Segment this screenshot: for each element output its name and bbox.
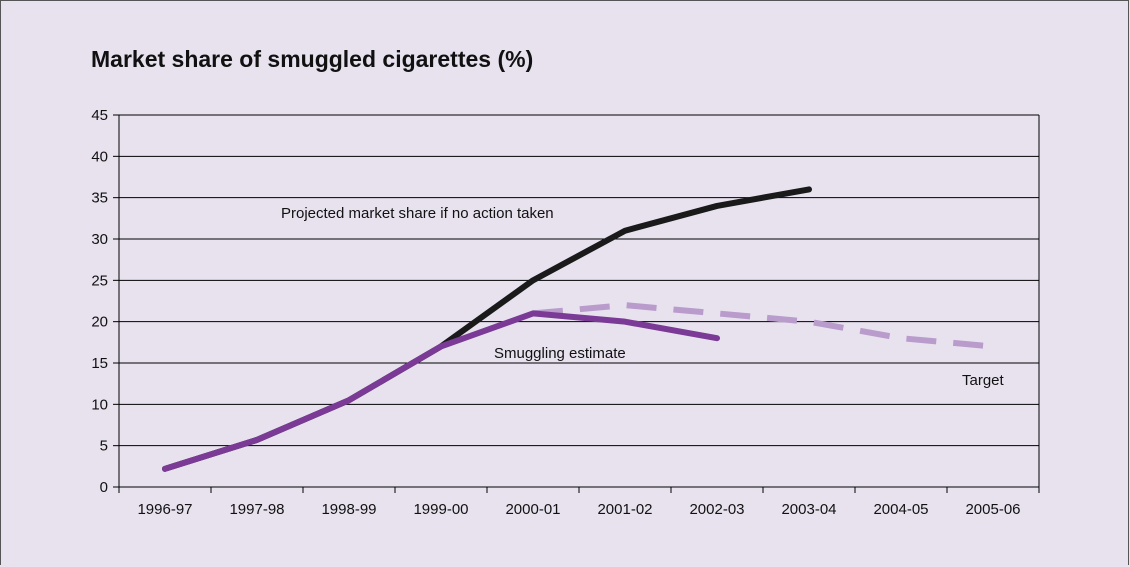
x-tick-label: 2002-03	[689, 501, 744, 518]
series-label-target: Target	[962, 372, 1005, 389]
series-label-projected: Projected market share if no action take…	[281, 205, 554, 222]
x-tick-label: 2005-06	[965, 501, 1020, 518]
y-tick-label: 25	[91, 272, 108, 289]
x-tick-label: 2001-02	[597, 501, 652, 518]
y-tick-label: 40	[91, 148, 108, 165]
y-tick-label: 45	[91, 107, 108, 124]
x-tick-label: 1999-00	[413, 501, 468, 518]
x-tick-label: 1997-98	[229, 501, 284, 518]
series-lines	[162, 186, 994, 472]
y-tick-label: 5	[100, 438, 108, 455]
series-line-2	[532, 302, 994, 350]
y-tick-label: 10	[91, 396, 108, 413]
grid-lines	[119, 114, 1039, 447]
y-tick-label: 20	[91, 314, 108, 331]
series-label-smuggling-estimate: Smuggling estimate	[494, 345, 626, 362]
y-tick-label: 0	[100, 479, 108, 496]
x-tick-label: 2004-05	[873, 501, 928, 518]
series-labels: Projected market share if no action take…	[281, 205, 1005, 389]
x-tick-label: 1996-97	[137, 501, 192, 518]
y-tick-label: 35	[91, 190, 108, 207]
x-tick-label: 2000-01	[505, 501, 560, 518]
chart-title: Market share of smuggled cigarettes (%)	[91, 46, 534, 72]
axes: 0 5 10 15 20 25 30 35 40 45 1996-97 1997-98 1998-99 1…	[91, 107, 1040, 518]
y-tick-label: 15	[91, 355, 108, 372]
x-tick-label: 1998-99	[321, 501, 376, 518]
x-tick-label: 2003-04	[781, 501, 836, 518]
y-tick-label: 30	[91, 231, 108, 248]
series-line-1	[162, 310, 720, 472]
